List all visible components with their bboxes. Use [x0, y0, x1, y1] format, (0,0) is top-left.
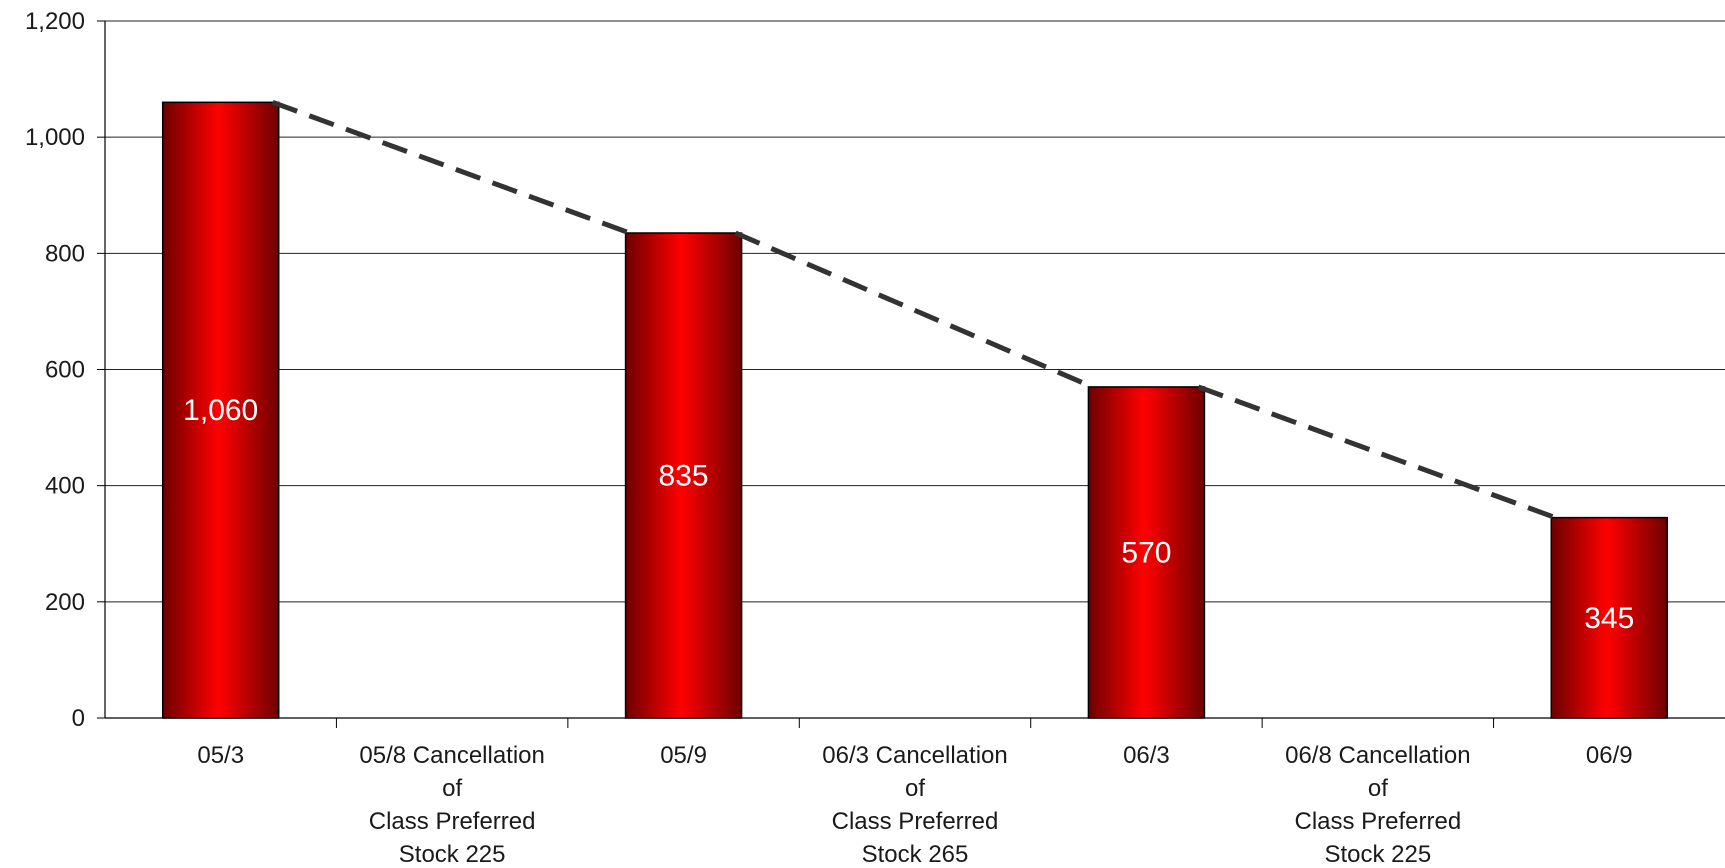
x-category-label-line: Stock 225 — [1324, 841, 1431, 868]
y-tick-label: 400 — [45, 473, 85, 500]
x-category-label-line: Stock 225 — [399, 841, 506, 868]
y-tick-label: 0 — [72, 705, 85, 732]
labels: 0 200 400 600 800 1,000 1,200 1,060 835 570 345 05/… — [25, 8, 1634, 868]
x-category-label-line: 05/3 — [197, 742, 244, 769]
x-category-label-line: 06/9 — [1586, 742, 1633, 769]
y-tick-label: 600 — [45, 357, 85, 384]
x-category-label-line: of — [442, 775, 462, 802]
bar — [1550, 516, 1669, 719]
x-category-label-line: 06/8 Cancellation — [1285, 742, 1470, 769]
grid-lines — [105, 20, 1725, 603]
x-category-label-line: Class Preferred — [832, 808, 999, 835]
x-category-label-line: 06/3 — [1123, 742, 1170, 769]
x-category-label: 06/8 Cancellation of Class Preferred Stock … — [1285, 742, 1470, 868]
x-category-label: 06/3 — [1123, 742, 1170, 769]
x-category-label: 05/9 — [660, 742, 707, 769]
x-category-label-line: 05/9 — [660, 742, 707, 769]
bar — [161, 101, 280, 719]
x-category-label: 06/3 Cancellation of Class Preferred Stock … — [822, 742, 1007, 868]
bar — [624, 232, 743, 719]
bar-value-label: 1,060 — [183, 394, 258, 427]
x-category-label-line: 06/3 Cancellation — [822, 742, 1007, 769]
x-category-label-line: Class Preferred — [1294, 808, 1461, 835]
bar-value-label: 345 — [1584, 602, 1634, 635]
trend-line — [271, 99, 1557, 520]
bar-value-label: 835 — [659, 460, 709, 493]
bar — [1087, 386, 1206, 719]
x-category-label-line: of — [1368, 775, 1388, 802]
x-category-label: 05/3 — [197, 742, 244, 769]
x-category-label: 05/8 Cancellation of Class Preferred Stock … — [359, 742, 544, 868]
y-tick-label: 1,000 — [25, 124, 85, 151]
x-category-label-line: of — [905, 775, 925, 802]
y-tick-label: 800 — [45, 240, 85, 267]
x-category-label-line: Stock 265 — [862, 841, 969, 868]
x-category-label-line: Class Preferred — [369, 808, 536, 835]
x-category-label-line: 05/8 Cancellation — [359, 742, 544, 769]
bar-value-label: 570 — [1121, 536, 1171, 569]
bars — [161, 101, 1669, 719]
x-category-label: 06/9 — [1586, 742, 1633, 769]
y-tick-label: 1,200 — [25, 8, 85, 35]
y-tick-label: 200 — [45, 589, 85, 616]
trend-line-dashed — [271, 99, 1557, 520]
axes — [97, 20, 1725, 728]
